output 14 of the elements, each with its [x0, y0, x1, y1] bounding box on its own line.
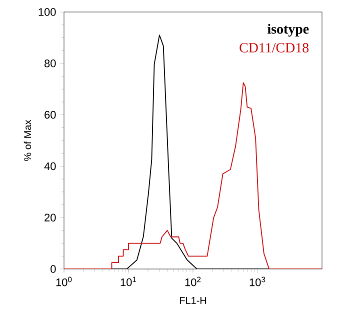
y-tick-label: 60 [44, 110, 56, 119]
x-tick-label: 10$^{2}$ [185, 276, 201, 286]
y-axis-title: % of Max [24, 120, 32, 161]
y-tick-label: 40 [44, 162, 56, 170]
y-tick-label: 20 [44, 214, 56, 222]
text: isotype [268, 24, 309, 37]
x-axis-title: FL1-H [180, 297, 206, 304]
x-tick-label: 10$^{0}$ [56, 276, 72, 286]
y-tick-label: 100 [38, 8, 56, 16]
text: CD11/CD18 [240, 43, 309, 52]
y-tick-label: 0 [50, 265, 56, 273]
x-tick-label: 10$^{3}$ [250, 276, 266, 286]
x-tick-label: 10$^{1}$ [120, 276, 136, 286]
y-tick-label: 80 [44, 60, 56, 68]
